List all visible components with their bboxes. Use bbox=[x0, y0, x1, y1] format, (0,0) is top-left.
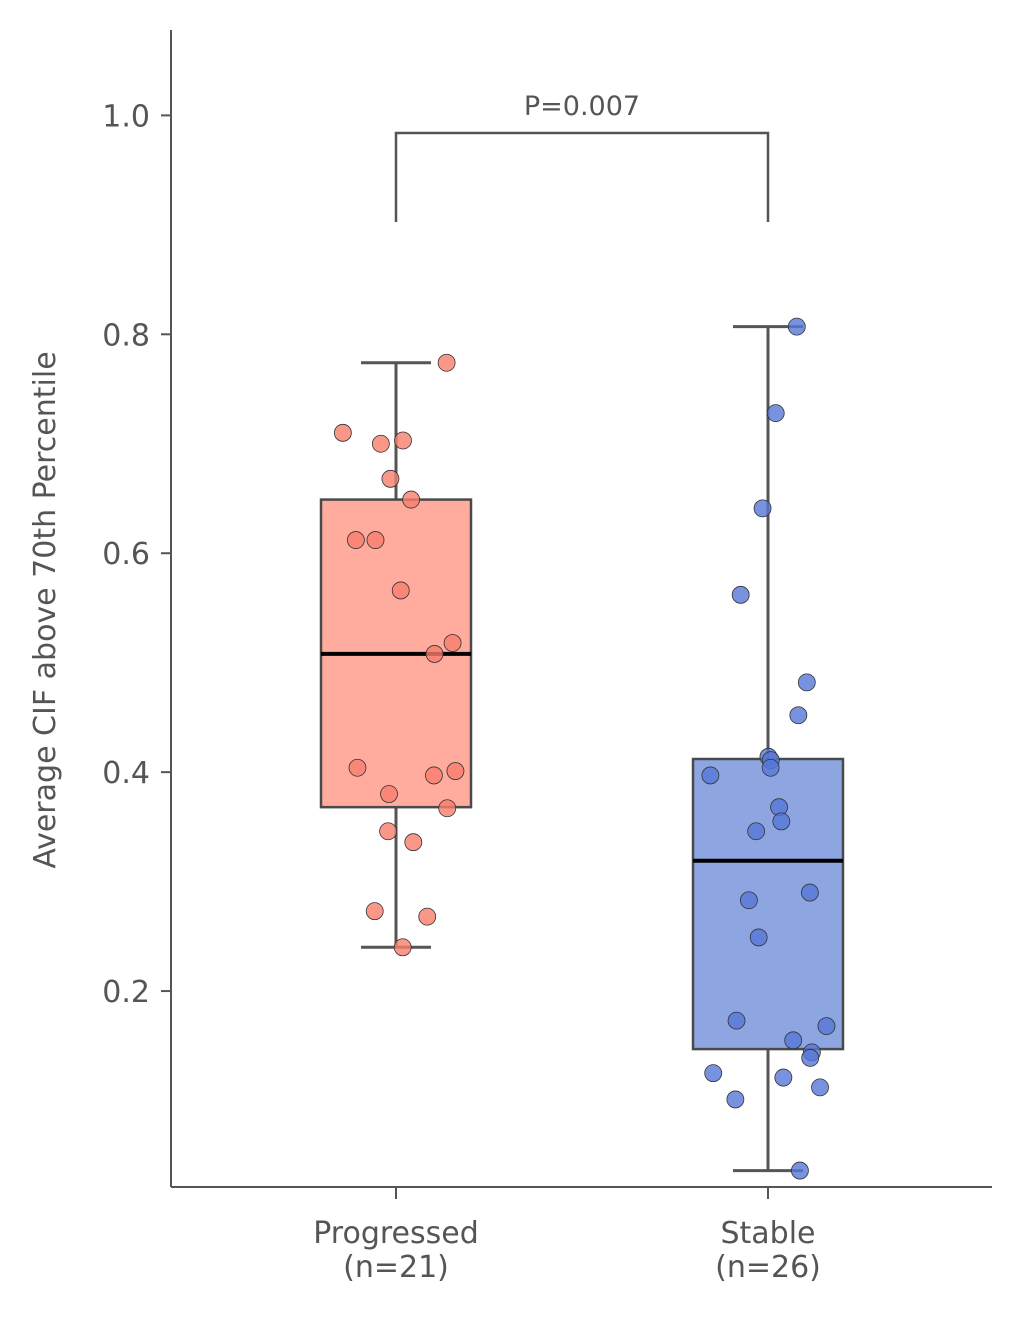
data-point bbox=[811, 1078, 829, 1097]
y-tick-label: 0.2 bbox=[102, 975, 150, 1010]
data-point bbox=[791, 1161, 809, 1180]
data-point bbox=[438, 799, 457, 818]
data-point bbox=[379, 822, 398, 841]
data-point bbox=[727, 1011, 746, 1030]
data-point bbox=[789, 706, 808, 725]
data-point bbox=[380, 785, 398, 803]
data-point bbox=[446, 762, 465, 780]
data-point bbox=[371, 434, 390, 453]
data-point bbox=[766, 404, 785, 423]
data-point bbox=[365, 902, 384, 921]
x-tick-label: Stable bbox=[720, 1216, 815, 1251]
data-point bbox=[774, 1068, 793, 1087]
data-point bbox=[772, 812, 791, 831]
data-point bbox=[425, 645, 444, 663]
data-point bbox=[443, 634, 462, 652]
data-point bbox=[801, 1048, 820, 1067]
data-point bbox=[753, 499, 772, 518]
significance-bracket bbox=[394, 131, 770, 222]
y-axis-label: Average CIF above 70th Percentile bbox=[28, 351, 63, 868]
data-point bbox=[747, 822, 766, 841]
data-point bbox=[731, 585, 750, 604]
data-point bbox=[704, 1064, 723, 1083]
data-point bbox=[784, 1031, 803, 1050]
y-tick-label: 0.6 bbox=[102, 537, 150, 572]
y-tick-label: 0.8 bbox=[102, 318, 150, 353]
data-point bbox=[761, 758, 780, 777]
data-point bbox=[787, 317, 806, 336]
x-tick-label: Progressed bbox=[313, 1216, 479, 1251]
data-point bbox=[701, 766, 720, 785]
data-point bbox=[437, 353, 456, 372]
data-point bbox=[333, 423, 352, 442]
data-point bbox=[739, 891, 758, 910]
data-point bbox=[404, 833, 423, 852]
p-value: P=0.007 bbox=[524, 91, 640, 122]
data-point bbox=[348, 758, 367, 777]
data-point bbox=[749, 928, 768, 947]
data-point bbox=[726, 1090, 745, 1109]
data-point bbox=[800, 883, 819, 902]
data-point bbox=[393, 938, 412, 957]
y-tick-label: 1.0 bbox=[102, 99, 150, 134]
data-point bbox=[381, 469, 400, 488]
data-point bbox=[797, 673, 816, 692]
x-tick-label: (n=21) bbox=[343, 1250, 449, 1285]
data-point bbox=[418, 907, 437, 926]
data-point bbox=[817, 1017, 836, 1035]
data-point bbox=[346, 531, 365, 549]
data-point bbox=[366, 531, 385, 549]
data-point bbox=[391, 581, 410, 600]
y-tick-label: 0.4 bbox=[102, 756, 150, 791]
data-point bbox=[402, 490, 421, 509]
box bbox=[691, 757, 845, 1051]
data-point bbox=[394, 431, 412, 450]
x-tick-label: (n=26) bbox=[715, 1250, 821, 1285]
data-point bbox=[425, 766, 443, 785]
